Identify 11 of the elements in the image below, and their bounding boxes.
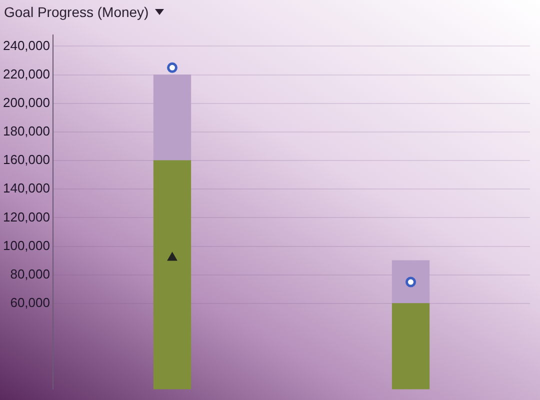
chart-title: Goal Progress (Money) xyxy=(4,4,149,20)
y-tick-label: 180,000 xyxy=(2,124,50,139)
y-tick-label: 200,000 xyxy=(2,94,50,110)
y-tick-label: 80,000 xyxy=(10,266,50,282)
y-tick-label: 60,000 xyxy=(10,295,50,310)
y-tick-label: 120,000 xyxy=(2,209,50,224)
y-tick-label: 160,000 xyxy=(2,152,50,168)
y-tick-label: 140,000 xyxy=(2,180,50,196)
y-tick-label: 100,000 xyxy=(2,238,50,253)
y-tick-label: 240,000 xyxy=(2,38,50,53)
y-tick-label: 220,000 xyxy=(2,66,50,82)
